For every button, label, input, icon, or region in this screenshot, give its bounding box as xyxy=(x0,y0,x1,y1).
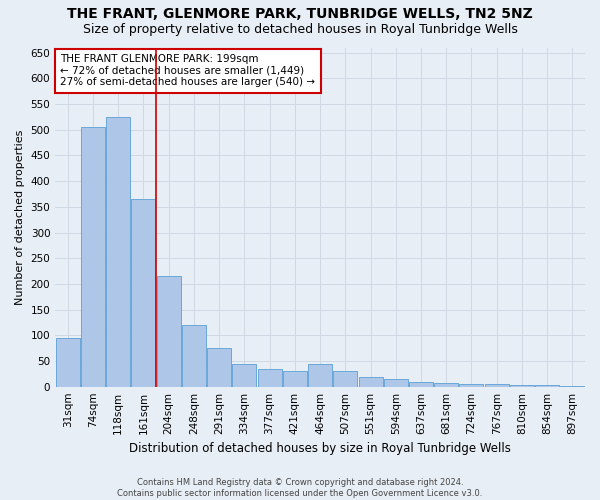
Text: THE FRANT, GLENMORE PARK, TUNBRIDGE WELLS, TN2 5NZ: THE FRANT, GLENMORE PARK, TUNBRIDGE WELL… xyxy=(67,8,533,22)
Text: Contains HM Land Registry data © Crown copyright and database right 2024.
Contai: Contains HM Land Registry data © Crown c… xyxy=(118,478,482,498)
Bar xyxy=(510,385,534,386)
Bar xyxy=(485,384,509,386)
Bar xyxy=(409,382,433,386)
Bar xyxy=(384,379,408,386)
Bar xyxy=(157,276,181,386)
Bar xyxy=(359,378,383,386)
Bar xyxy=(131,199,155,386)
Y-axis label: Number of detached properties: Number of detached properties xyxy=(15,130,25,305)
Bar xyxy=(334,372,357,386)
Bar xyxy=(81,127,105,386)
Bar xyxy=(535,385,559,386)
Bar xyxy=(56,338,80,386)
Bar xyxy=(207,348,231,387)
Bar xyxy=(283,372,307,386)
Bar xyxy=(182,325,206,386)
Text: Size of property relative to detached houses in Royal Tunbridge Wells: Size of property relative to detached ho… xyxy=(83,22,517,36)
Bar xyxy=(106,117,130,386)
Bar xyxy=(257,368,281,386)
X-axis label: Distribution of detached houses by size in Royal Tunbridge Wells: Distribution of detached houses by size … xyxy=(129,442,511,455)
Bar xyxy=(434,382,458,386)
Bar xyxy=(308,364,332,386)
Text: THE FRANT GLENMORE PARK: 199sqm
← 72% of detached houses are smaller (1,449)
27%: THE FRANT GLENMORE PARK: 199sqm ← 72% of… xyxy=(61,54,316,88)
Bar xyxy=(460,384,484,386)
Bar xyxy=(232,364,256,386)
